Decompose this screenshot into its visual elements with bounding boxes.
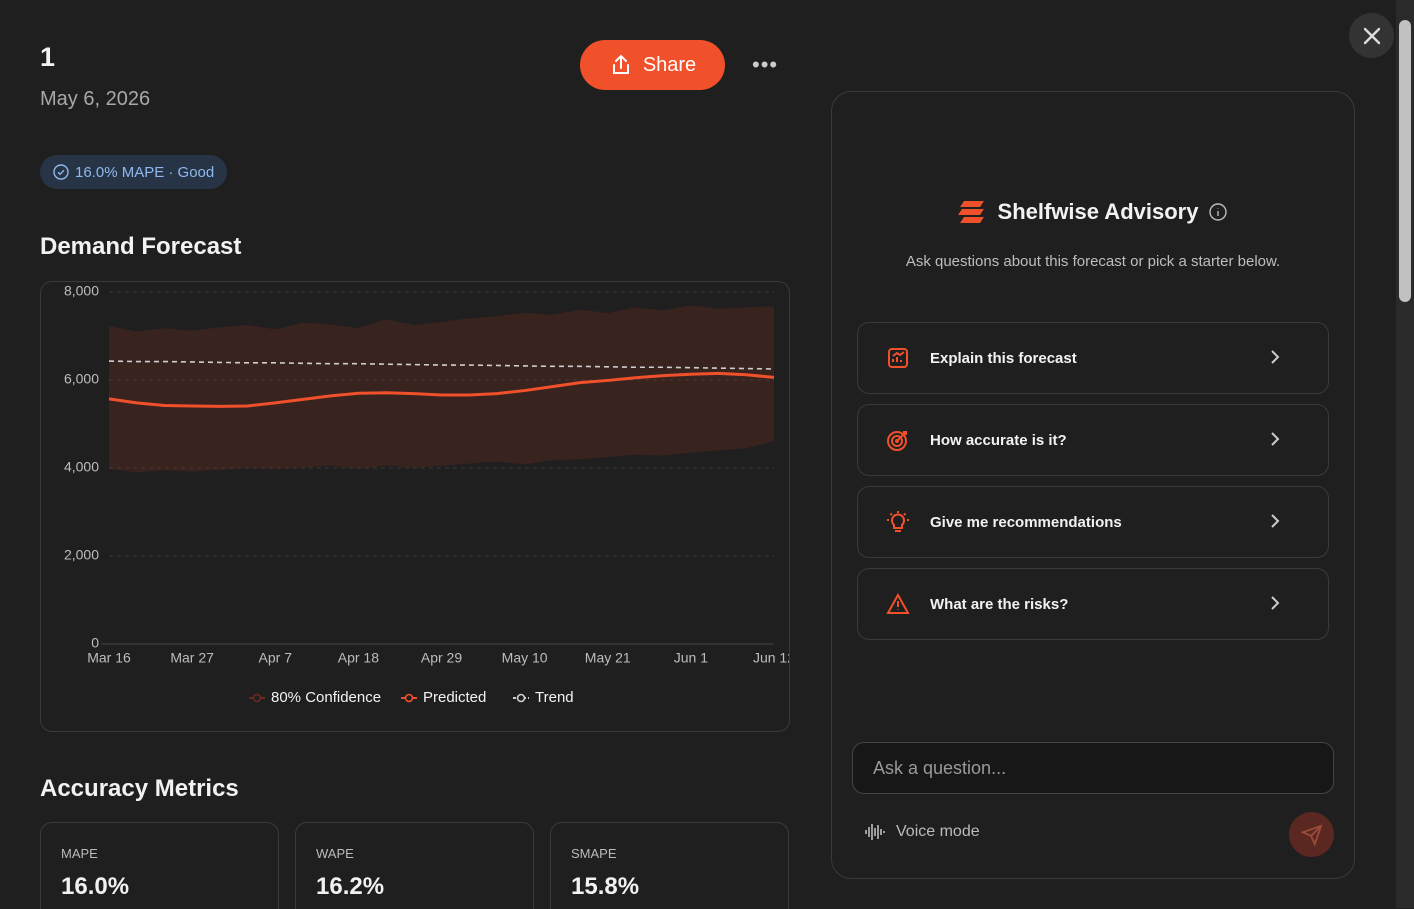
close-icon xyxy=(1363,27,1380,44)
question-input[interactable]: Ask a question... xyxy=(852,742,1334,794)
trend-line xyxy=(108,360,775,370)
advisory-title: Shelfwise Advisory xyxy=(997,199,1199,224)
badge-text: 16.0% MAPE · Good xyxy=(75,163,215,181)
legend-label: Trend xyxy=(535,689,574,706)
chevron xyxy=(1271,596,1280,610)
voice-label: Voice mode xyxy=(896,823,980,840)
x-tick-label: May 21 xyxy=(585,650,631,666)
starter-icon xyxy=(887,431,907,451)
chevron xyxy=(1271,350,1280,364)
voice-icon xyxy=(865,824,885,840)
info-icon[interactable] xyxy=(1208,202,1228,222)
starter-button[interactable]: What are the risks? xyxy=(857,568,1329,640)
voice-button[interactable]: Voice mode xyxy=(864,822,980,842)
starter-button[interactable]: Give me recommendations xyxy=(857,486,1329,558)
y-tick-label: 0 xyxy=(91,635,99,651)
logo xyxy=(957,201,984,223)
accuracy-badge: 16.0% MAPE · Good xyxy=(40,155,228,189)
y-tick-label: 4,000 xyxy=(64,459,99,475)
chevron xyxy=(1271,432,1280,446)
y-tick-label: 6,000 xyxy=(64,371,99,387)
metric-value: 16.0% xyxy=(61,873,130,900)
x-tick-label: Jun 1 xyxy=(674,650,708,666)
check-icon xyxy=(53,164,69,180)
section-title: Demand Forecast xyxy=(40,233,242,260)
starter-button[interactable]: How accurate is it? xyxy=(857,404,1329,476)
x-tick-label: Jun 12 xyxy=(753,650,789,666)
starter-label: How accurate is it? xyxy=(930,431,1067,449)
metric-card: SMAPE 15.8% xyxy=(550,822,789,909)
predicted-line xyxy=(108,371,775,408)
input-placeholder: Ask a question... xyxy=(873,757,1007,778)
share-button[interactable]: Share xyxy=(580,40,725,90)
more-button[interactable]: ••• xyxy=(752,52,779,77)
page-title: 1 xyxy=(40,42,56,72)
advisory-panel xyxy=(831,91,1355,879)
advisory-header: Shelfwise Advisory xyxy=(831,198,1355,226)
x-tick-label: Apr 7 xyxy=(259,650,293,666)
starter-label: Give me recommendations xyxy=(930,513,1122,531)
y-tick-label: 2,000 xyxy=(64,547,99,563)
legend-swatch xyxy=(404,693,414,703)
x-tick-label: Mar 16 xyxy=(87,650,131,666)
send-button[interactable] xyxy=(1289,812,1334,857)
starter-icon xyxy=(887,511,909,532)
starter-icon xyxy=(888,348,908,368)
send-icon xyxy=(1300,823,1323,846)
metric-value: 15.8% xyxy=(571,873,640,900)
metric-card: WAPE 16.2% xyxy=(295,822,534,909)
legend-label: 80% Confidence xyxy=(271,689,381,706)
y-tick-label: 8,000 xyxy=(64,283,99,299)
metric-card: MAPE 16.0% xyxy=(40,822,279,909)
x-tick-label: Apr 29 xyxy=(421,650,462,666)
share-label: Share xyxy=(642,53,697,76)
confidence-band xyxy=(109,305,774,473)
share-icon xyxy=(612,54,629,74)
legend-label: Predicted xyxy=(423,689,486,706)
metric-label: MAPE xyxy=(61,846,98,861)
chart-card: 0 2,000 4,000 6,000 8,000 Mar 16 Mar 27 Apr 7 Ap… xyxy=(40,281,795,732)
metric-value: 16.2% xyxy=(316,873,385,900)
chart: 0 2,000 4,000 6,000 8,000 Mar 16 Mar 27 Apr 7 Ap… xyxy=(64,283,795,706)
x-tick-label: May 10 xyxy=(502,650,548,666)
page-date: May 6, 2026 xyxy=(40,88,151,110)
metric-label: WAPE xyxy=(316,846,354,861)
section-title: Accuracy Metrics xyxy=(40,775,239,802)
starter-icon xyxy=(886,592,910,614)
legend-swatch xyxy=(516,693,526,703)
x-tick-label: Apr 18 xyxy=(338,650,379,666)
advisory-subtitle: Ask questions about this forecast or pic… xyxy=(905,253,1281,270)
x-tick-label: Mar 27 xyxy=(170,650,214,666)
starter-button[interactable]: Explain this forecast xyxy=(857,322,1329,394)
metric-label: SMAPE xyxy=(571,846,617,861)
starter-label: Explain this forecast xyxy=(930,349,1077,367)
close-button[interactable] xyxy=(1349,13,1394,58)
chevron xyxy=(1271,514,1280,528)
starter-label: What are the risks? xyxy=(930,595,1069,613)
legend-swatch xyxy=(252,693,262,703)
scrollbar-thumb[interactable] xyxy=(1399,20,1411,302)
